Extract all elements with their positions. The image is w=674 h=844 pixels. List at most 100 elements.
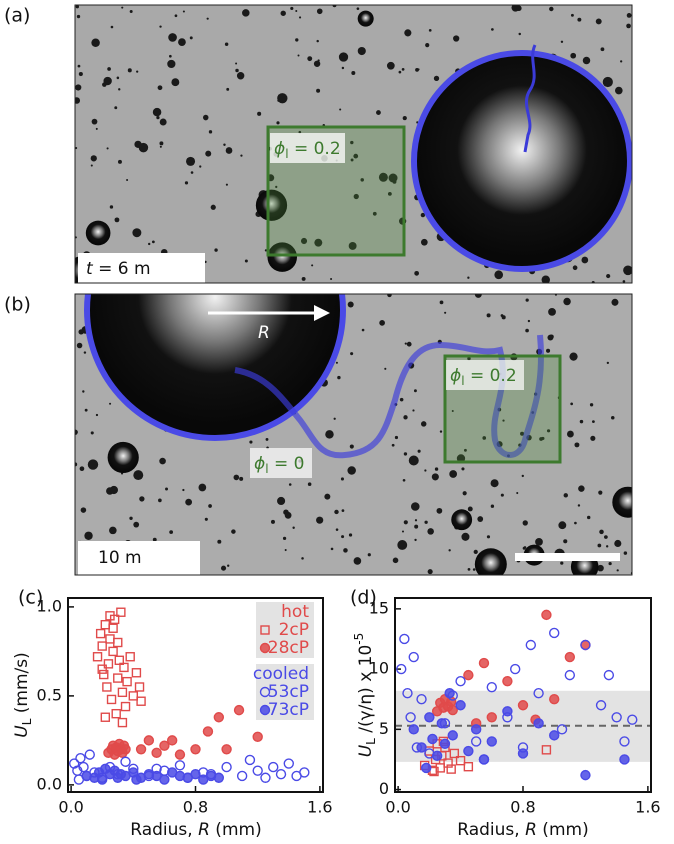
point [268,761,279,773]
x-tick-label: 1.6 [307,798,332,817]
droplet-dot [133,521,140,528]
droplet-dot [182,488,185,492]
point [444,687,455,699]
photo-overlay: ϕl = 0.2 t = 6 m [78,44,632,283]
x-axis-label: Radius, R (mm) [457,820,588,840]
droplet-dot [602,76,613,88]
droplet-large [85,220,111,246]
droplet-dot [516,492,519,495]
droplet-dot [292,526,295,529]
y-label-rest: (mm/s) [12,652,32,718]
droplet-dot [414,270,420,276]
point [564,669,576,681]
droplet-dot [110,25,114,29]
point [143,735,155,746]
droplet-dot [204,517,208,521]
droplet-dot [378,172,388,182]
phi-sub: l [285,147,288,161]
droplet-dot [90,155,97,162]
droplet-dot [622,280,626,283]
point [463,669,474,681]
droplet-dot [282,536,287,541]
point [431,750,443,762]
point [564,651,576,663]
droplet-dot [604,535,608,539]
droplet-dot [210,204,216,210]
point [455,755,466,766]
photo-frame [74,293,633,576]
point [105,634,115,644]
time-var: t [86,259,94,279]
droplet-dot [353,193,359,200]
droplet-dot [136,70,139,73]
droplet-dot [558,521,567,530]
droplet-dot [570,52,577,59]
droplet-dot [467,276,470,279]
point [117,687,128,698]
point [463,761,474,772]
droplet-dot [91,118,98,125]
point [580,639,591,651]
droplet-dot [388,173,398,183]
point [439,738,451,750]
droplet-dot [158,498,162,503]
droplet-dot [301,276,306,281]
droplet-dot [490,479,499,488]
droplet-dot [333,417,336,420]
photo-overlay: R ϕl = 0.2 ϕl = 0 10 m [78,294,620,575]
droplet-dot [324,493,331,500]
point [221,761,232,773]
point [120,744,131,755]
droplet-dot [208,504,212,508]
point [455,675,466,687]
droplet-dot [474,294,482,298]
droplet-dot [109,402,112,405]
point [97,664,107,674]
droplet-dot [184,181,189,185]
droplet-dot [376,110,381,115]
droplet-dot [563,539,568,544]
droplet-dot [76,14,81,19]
droplet-dot [461,532,470,541]
point [517,700,529,711]
droplet-dot [82,390,85,393]
point [509,663,521,675]
droplet-dot [199,165,202,168]
point [446,764,456,774]
droplet-dot [427,569,433,575]
legend-marker [260,625,270,635]
droplet-dot [91,38,100,48]
droplet-dot [335,361,338,364]
point [221,744,232,755]
point [136,696,146,706]
droplet-dot [392,557,399,564]
point [97,641,107,651]
droplet-dot [334,509,339,515]
droplet-dot [95,127,98,130]
droplet-dot [566,430,574,438]
point [408,651,419,663]
droplet-dot [581,256,589,264]
y-tick-label: 15 [369,598,389,617]
point [119,662,129,673]
point [95,628,106,639]
point [84,749,95,760]
droplet-dot [95,413,99,417]
droplet-dot [202,114,209,121]
droplet-dot [168,33,177,42]
y-tick-label: 0.5 [37,685,62,704]
droplet-dot [330,277,333,281]
droplet-dot [348,241,357,250]
point [541,745,552,755]
droplet-dot [436,507,443,514]
droplet-dot [132,228,142,238]
droplet-dot [360,178,364,182]
droplet-dot [353,153,359,159]
droplet-dot [523,546,527,549]
point [244,754,256,766]
droplet-dot [301,557,304,560]
point [111,708,121,719]
droplet-dot [77,64,81,68]
droplet-dot [420,238,428,246]
droplet-dot [139,496,145,502]
